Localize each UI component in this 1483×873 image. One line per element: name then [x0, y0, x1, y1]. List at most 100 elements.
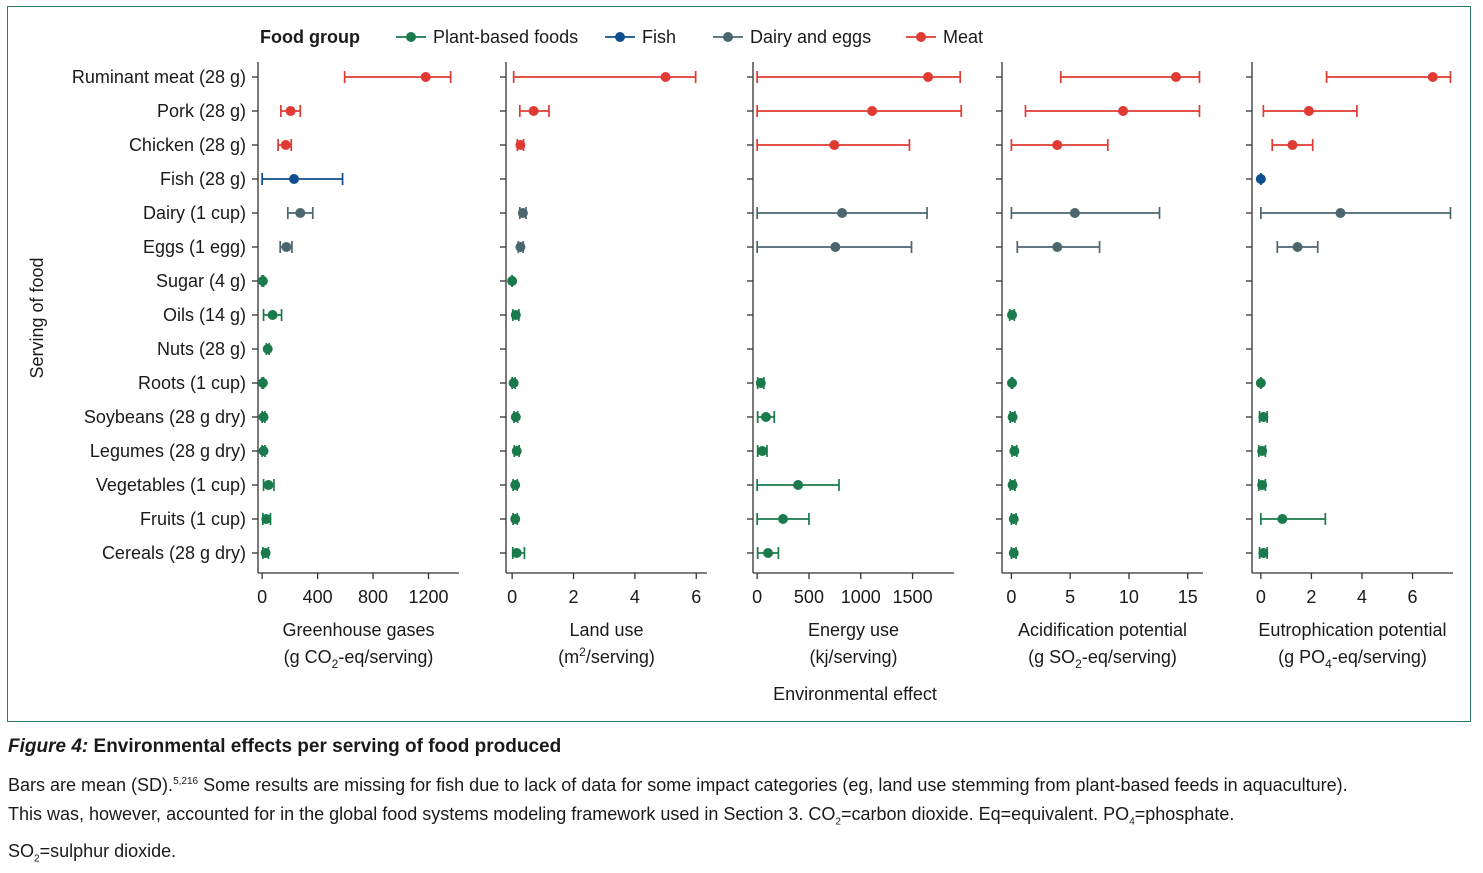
data-point-group	[517, 207, 528, 219]
panel-title: Energy use	[808, 620, 899, 640]
mean-point	[1427, 72, 1438, 82]
mean-point	[1335, 208, 1346, 218]
caption-references: 5,216	[173, 776, 199, 787]
data-point-group	[756, 547, 780, 559]
mean-point	[517, 208, 528, 218]
data-point-group	[1271, 139, 1314, 151]
unit-text: (g PO	[1278, 647, 1325, 667]
data-point-group	[286, 207, 314, 219]
data-point-group	[1009, 445, 1020, 457]
food-label: Roots (1 cup)	[138, 373, 246, 393]
x-tick-label: 0	[752, 587, 762, 607]
data-point-group	[1006, 309, 1017, 321]
mean-point	[1008, 514, 1019, 524]
legend-swatch-dot	[723, 32, 733, 42]
food-label: Nuts (28 g)	[157, 339, 246, 359]
mean-point	[508, 378, 519, 388]
data-point-group	[518, 105, 550, 117]
panel: 0 500 1000 1500 Energy use (kj/serving)	[747, 62, 963, 667]
x-tick-label: 1000	[841, 587, 881, 607]
legend-title: Food group	[260, 27, 360, 47]
panel-title: Land use	[569, 620, 643, 640]
panel-unit: (g CO2-eq/serving)	[284, 647, 434, 671]
mean-point	[1257, 480, 1268, 490]
food-label: Vegetables (1 cup)	[96, 475, 246, 495]
mean-point	[260, 548, 271, 558]
chart: Food group Plant-based foods Fish Dairy and…	[27, 27, 1453, 704]
data-point-group	[510, 309, 521, 321]
data-point-group	[1024, 105, 1201, 117]
data-point-group	[1010, 139, 1109, 151]
mean-point	[258, 412, 269, 422]
panel-title: Eutrophication potential	[1258, 620, 1446, 640]
mean-point	[1052, 242, 1063, 252]
mean-point	[1287, 140, 1298, 150]
figure-frame	[7, 6, 1471, 722]
data-point-group	[756, 139, 911, 151]
caption-text: This was, however, accounted for in the …	[8, 804, 836, 824]
caption-text: Some results are missing for fish due to…	[198, 775, 1348, 795]
mean-point	[1303, 106, 1314, 116]
x-tick-label: 0	[257, 587, 267, 607]
mean-point	[1007, 412, 1018, 422]
data-point-group	[1276, 241, 1319, 253]
legend-label: Fish	[642, 27, 676, 47]
mean-point	[511, 548, 522, 558]
data-point-group	[1016, 241, 1101, 253]
caption-subscript: 2	[835, 816, 841, 828]
legend-label: Meat	[943, 27, 983, 47]
data-point-group	[756, 241, 913, 253]
mean-point	[867, 106, 878, 116]
data-point-group	[756, 207, 928, 219]
data-point-group	[1257, 479, 1268, 491]
panel-unit: (g PO4-eq/serving)	[1278, 647, 1427, 671]
data-point-group	[279, 241, 293, 253]
x-tick-label: 800	[358, 587, 388, 607]
y-axis-title: Serving of food	[27, 257, 47, 378]
mean-point	[760, 412, 771, 422]
mean-point	[261, 514, 272, 524]
data-point-group	[258, 445, 269, 457]
data-point-group	[262, 343, 273, 355]
legend: Food group Plant-based foods Fish Dairy and…	[260, 27, 983, 47]
data-point-group	[1262, 105, 1358, 117]
legend-swatch-dot	[615, 32, 625, 42]
data-point-group	[511, 445, 522, 457]
x-axis-title: Environmental effect	[773, 684, 937, 704]
food-label: Sugar (4 g)	[156, 271, 246, 291]
mean-point	[1257, 446, 1268, 456]
mean-point	[420, 72, 431, 82]
x-tick-label: 400	[303, 587, 333, 607]
mean-point	[829, 140, 840, 150]
unit-text: (kj/serving)	[809, 647, 897, 667]
data-point-group	[756, 411, 776, 423]
food-label: Eggs (1 egg)	[143, 237, 246, 257]
food-label: Chicken (28 g)	[129, 135, 246, 155]
mean-point	[510, 514, 521, 524]
data-point-group	[343, 71, 452, 83]
data-point-group	[257, 377, 268, 389]
food-label: Pork (28 g)	[157, 101, 246, 121]
data-point-group	[262, 309, 283, 321]
mean-point	[280, 140, 291, 150]
mean-point	[258, 446, 269, 456]
caption-subscript: 2	[34, 853, 40, 865]
x-tick-label: 4	[1357, 587, 1367, 607]
mean-point	[1255, 174, 1266, 184]
unit-text: -eq/serving)	[338, 647, 433, 667]
unit-subscript: 2	[332, 657, 339, 671]
data-point-group	[1008, 513, 1019, 525]
data-point-group	[1007, 411, 1018, 423]
mean-point	[1255, 378, 1266, 388]
data-point-group	[756, 105, 963, 117]
legend-swatch-dot	[916, 32, 926, 42]
x-tick-label: 10	[1119, 587, 1139, 607]
x-tick-label: 6	[691, 587, 701, 607]
caption-text: =phosphate.	[1134, 804, 1235, 824]
data-point-group	[507, 275, 518, 287]
data-point-group	[511, 547, 526, 559]
mean-point	[281, 242, 292, 252]
data-point-group	[258, 411, 269, 423]
